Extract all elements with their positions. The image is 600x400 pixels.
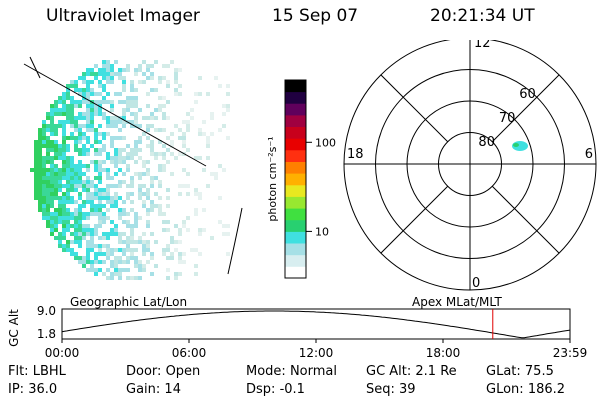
orbit-altitude-curve (61, 310, 571, 339)
orbit-ytick-top: 9.0 (37, 304, 56, 318)
orbit-frame (61, 308, 571, 340)
orbit-axis-title: GC Alt (7, 309, 21, 347)
observation-date: 15 Sep 07 (272, 6, 359, 26)
limb-arc (227, 207, 243, 275)
color-bar-segment (285, 231, 306, 244)
instrument-title: Ultraviolet Imager (46, 6, 200, 26)
status-door: Door: Open (126, 364, 201, 379)
status-glat: GLat: 75.5 (486, 364, 554, 379)
mlt-label: 18 (347, 147, 364, 162)
color-bar-segment (285, 138, 306, 151)
geographic-image (23, 56, 243, 280)
status-seq: Seq: 39 (366, 382, 416, 397)
mlt-diagonal (380, 74, 449, 143)
color-bar-ticks: 100 10 (306, 136, 336, 238)
color-bar-segment (285, 126, 306, 139)
apex-label: Apex MLat/MLT (412, 295, 502, 309)
latitude-label: 80 (478, 135, 495, 150)
status-flt: Flt: LBHL (8, 364, 66, 379)
color-bar-segment (285, 184, 306, 197)
mlt-label: 0 (472, 276, 480, 291)
color-bar-tick-label: 100 (315, 136, 336, 149)
color-bar-segment (285, 254, 306, 267)
orbit-x-tick-label: 12:00 (299, 346, 334, 360)
orbit-x-tick-label: 06:00 (172, 346, 207, 360)
orbit-x-ticks: 00:00 06:00 12:00 18:00 23:59 (45, 339, 588, 360)
color-bar-segments (285, 80, 306, 279)
color-bar-segment (285, 266, 306, 279)
mlt-diagonal (491, 74, 560, 143)
color-bar-segment (285, 114, 306, 127)
auroral-spot-core (513, 143, 519, 147)
color-bar-tick-label: 10 (315, 225, 329, 238)
color-bar-segment (285, 161, 306, 174)
latitude-label: 70 (499, 111, 516, 126)
mlt-diagonal (491, 185, 560, 254)
orbit-x-tick-label: 18:00 (426, 346, 461, 360)
color-bar-segment (285, 196, 306, 209)
color-bar-segment (285, 243, 306, 256)
status-dsp: Dsp: -0.1 (246, 382, 305, 397)
orbit-x-tick-label: 00:00 (45, 346, 80, 360)
mlt-label: 12 (474, 40, 491, 51)
mlt-label: 6 (585, 147, 593, 162)
status-gcalt: GC Alt: 2.1 Re (366, 364, 457, 379)
terminator-tick (29, 56, 41, 79)
orbit-plot: GC Alt 9.0 1.8 00:00 06:00 12:00 18:00 23:59 (7, 304, 588, 360)
color-bar-segment (285, 80, 306, 93)
status-mode: Mode: Normal (246, 364, 337, 379)
status-ip: IP: 36.0 (8, 382, 58, 397)
orbit-ytick-bottom: 1.8 (37, 327, 56, 341)
terminator-line (23, 63, 207, 167)
color-bar-unit-label: photon cm⁻²s⁻¹ (266, 136, 279, 221)
color-bar-segment (285, 91, 306, 104)
status-glon: GLon: 186.2 (486, 382, 566, 397)
mlt-diagonal (380, 185, 449, 254)
color-bar-segment (285, 103, 306, 116)
latitude-label: 60 (519, 87, 536, 102)
orbit-x-tick-label: 23:59 (553, 346, 588, 360)
observation-time: 20:21:34 UT (430, 6, 535, 26)
color-bar-segment (285, 173, 306, 186)
status-gain: Gain: 14 (126, 382, 181, 397)
auroral-image-pixels (30, 60, 230, 280)
geographic-label: Geographic Lat/Lon (70, 295, 188, 309)
color-bar: 100 10 photon cm⁻²s⁻¹ (266, 79, 336, 279)
color-bar-frame (284, 79, 307, 279)
color-bar-segment (285, 208, 306, 221)
color-bar-segment (285, 149, 306, 162)
color-bar-segment (285, 219, 306, 232)
